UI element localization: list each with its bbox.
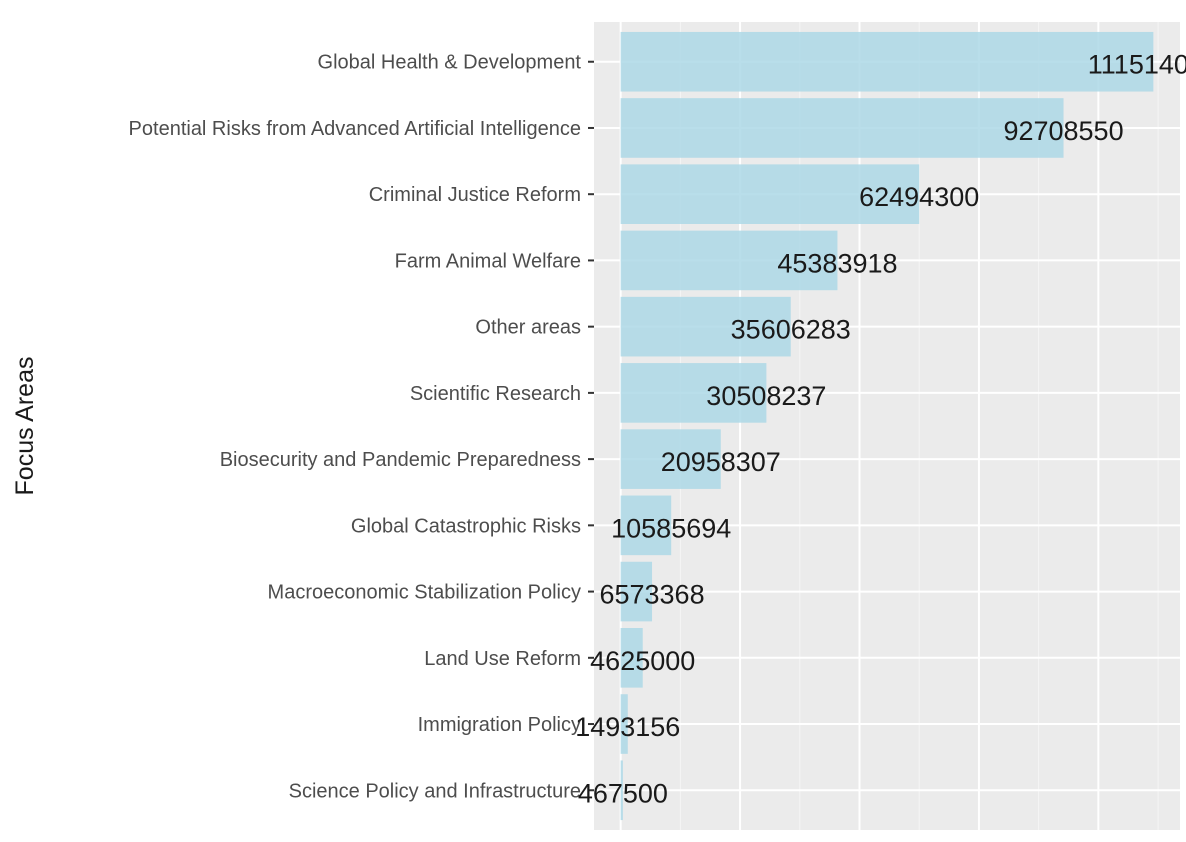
data-label: 30508237 [706,381,826,411]
data-label: 45383918 [777,248,897,278]
bar [620,628,643,688]
bar [620,230,838,291]
bar [620,296,791,357]
tick-label: Science Policy and Infrastructure [289,780,581,802]
tick-label: Other areas [475,317,581,339]
data-label: 62494300 [859,182,979,212]
data-label: 111514041 [1088,50,1186,80]
data-label: 35606283 [731,315,851,345]
bar [620,363,767,423]
bar [620,760,623,821]
tick-label: Land Use Reform [424,648,581,670]
tick-label: Global Catastrophic Risks [351,515,581,537]
bar [620,495,672,556]
tick-label: Criminal Justice Reform [369,184,581,206]
tick-label: Potential Risks from Advanced Artificial… [129,118,581,140]
data-label: 1493156 [575,712,680,742]
tick-label: Macroeconomic Stabilization Policy [268,582,581,604]
bar [620,429,721,489]
bar [620,164,920,224]
bar [620,561,653,622]
data-label: 4625000 [590,646,695,676]
bar [620,694,628,754]
data-label: 10585694 [611,513,731,543]
bar [620,98,1064,158]
tick-label: Scientific Research [410,383,581,405]
tick-label: Global Health & Development [318,52,582,74]
tick-label: Farm Animal Welfare [395,250,581,272]
data-label: 6573368 [599,580,704,610]
tick-label: Biosecurity and Pandemic Preparedness [220,449,581,471]
y-axis-title: Focus Areas [11,357,39,496]
data-label: 92708550 [1003,116,1123,146]
data-label: 20958307 [661,447,781,477]
data-label: 467500 [578,778,668,808]
tick-label: Immigration Policy [418,714,581,736]
bar [620,31,1154,92]
